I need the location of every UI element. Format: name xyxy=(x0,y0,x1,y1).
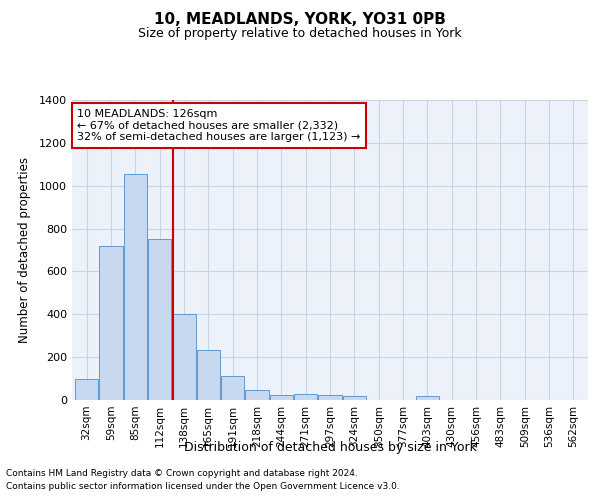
Text: 10 MEADLANDS: 126sqm
← 67% of detached houses are smaller (2,332)
32% of semi-de: 10 MEADLANDS: 126sqm ← 67% of detached h… xyxy=(77,109,361,142)
Text: Distribution of detached houses by size in York: Distribution of detached houses by size … xyxy=(184,441,476,454)
Text: Contains HM Land Registry data © Crown copyright and database right 2024.: Contains HM Land Registry data © Crown c… xyxy=(6,468,358,477)
Bar xyxy=(124,174,147,400)
Bar xyxy=(172,314,196,400)
Bar xyxy=(100,246,122,400)
Bar xyxy=(221,376,244,400)
Bar xyxy=(197,350,220,400)
Text: Contains public sector information licensed under the Open Government Licence v3: Contains public sector information licen… xyxy=(6,482,400,491)
Text: 10, MEADLANDS, YORK, YO31 0PB: 10, MEADLANDS, YORK, YO31 0PB xyxy=(154,12,446,28)
Bar xyxy=(148,240,171,400)
Text: Size of property relative to detached houses in York: Size of property relative to detached ho… xyxy=(138,28,462,40)
Y-axis label: Number of detached properties: Number of detached properties xyxy=(17,157,31,343)
Bar xyxy=(416,396,439,400)
Bar xyxy=(75,378,98,400)
Bar xyxy=(270,394,293,400)
Bar xyxy=(343,396,366,400)
Bar xyxy=(294,394,317,400)
Bar xyxy=(319,394,341,400)
Bar xyxy=(245,390,269,400)
